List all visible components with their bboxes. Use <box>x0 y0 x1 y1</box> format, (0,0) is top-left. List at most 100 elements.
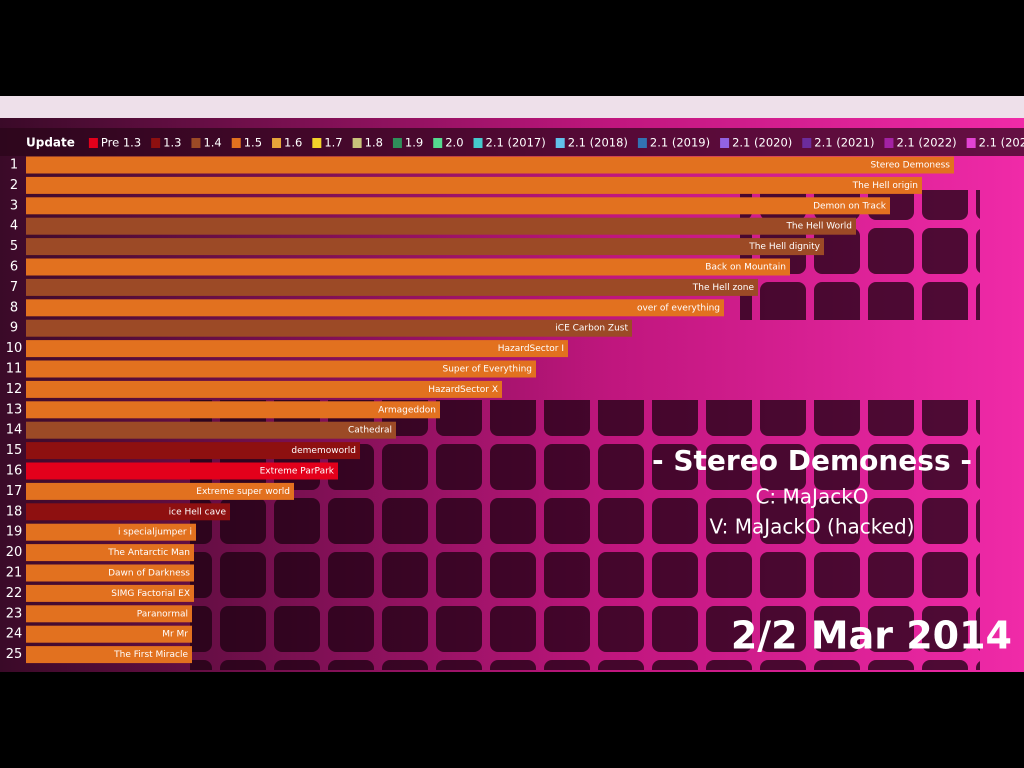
rank-label: 18 <box>6 504 23 519</box>
verifier: V: MaJackO (hacked) <box>710 515 915 539</box>
bar-label: The Antarctic Man <box>107 548 190 558</box>
bar-label: The Hell origin <box>852 181 918 191</box>
bar <box>26 544 194 562</box>
bar <box>26 605 192 623</box>
bar-label: SIMG Factorial EX <box>111 589 190 599</box>
bars: 1 Stereo Demoness 2 The Hell origin 3 Demon o… <box>6 156 954 664</box>
rank-label: 21 <box>6 566 23 581</box>
legend-swatch <box>555 138 565 148</box>
rank-label: 6 <box>10 260 18 275</box>
bar-label: The First Miracle <box>113 650 188 660</box>
bar-label: Demon on Track <box>813 201 887 211</box>
legend-label: 1.8 <box>365 136 383 150</box>
legend-band <box>0 128 1024 156</box>
bar <box>26 258 790 276</box>
bar-label: Back on Mountain <box>705 263 786 273</box>
bar <box>26 319 632 337</box>
legend-label: 2.1 (2020) <box>732 136 792 150</box>
rank-label: 25 <box>6 647 23 662</box>
rank-label: 4 <box>10 219 18 234</box>
bar-label: HazardSector I <box>498 344 564 354</box>
bar-label: Dawn of Darkness <box>108 569 190 579</box>
bar-label: The Hell zone <box>692 283 755 293</box>
rank-label: 19 <box>6 525 23 540</box>
legend-title: Update <box>26 136 75 150</box>
legend-swatch <box>637 138 647 148</box>
legend-label: 2.1 (2023) <box>979 136 1024 150</box>
legend-swatch <box>272 138 282 148</box>
bar-label: Extreme super world <box>196 487 290 497</box>
bar <box>26 299 724 317</box>
creator: C: MaJackO <box>755 485 868 509</box>
legend-label: 2.0 <box>445 136 463 150</box>
bar-label: iCE Carbon Zust <box>555 324 628 334</box>
bar <box>26 503 230 521</box>
rank-label: 1 <box>10 158 18 173</box>
legend-swatch <box>151 138 161 148</box>
bar <box>26 401 440 419</box>
rank-label: 7 <box>10 280 18 295</box>
bar-label: Super of Everything <box>443 365 533 375</box>
legend-label: 1.3 <box>163 136 181 150</box>
legend-swatch <box>392 138 402 148</box>
legend-label: 2.1 (2022) <box>896 136 956 150</box>
rank-label: 8 <box>10 300 18 315</box>
bar <box>26 421 396 439</box>
bar-label: The Hell dignity <box>748 242 820 252</box>
rank-label: 15 <box>6 443 23 458</box>
legend: Update Pre 1.3 1.3 1.4 1.5 1.6 1.7 1.8 1.9 2.0 2.1… <box>26 136 1024 150</box>
bar-label: Stereo Demoness <box>870 161 950 171</box>
rank-label: 23 <box>6 606 23 621</box>
legend-swatch <box>231 138 241 148</box>
bar <box>26 462 338 480</box>
legend-swatch <box>191 138 201 148</box>
bar <box>26 625 192 643</box>
legend-swatch <box>473 138 483 148</box>
rank-label: 20 <box>6 545 23 560</box>
legend-label: 1.4 <box>203 136 221 150</box>
legend-swatch <box>884 138 894 148</box>
date: 2/2 Mar 2014 <box>731 614 1012 658</box>
bar-label: The Hell World <box>785 222 852 232</box>
rank-label: 16 <box>6 464 23 479</box>
bar <box>26 523 196 541</box>
bar <box>26 564 194 582</box>
rank-label: 9 <box>10 321 18 336</box>
bar-label: Mr Mr <box>162 630 188 640</box>
bar <box>26 278 758 296</box>
bar-label: ice Hell cave <box>169 507 227 517</box>
rank-label: 5 <box>10 239 18 254</box>
legend-swatch <box>352 138 362 148</box>
legend-label: 2.1 (2017) <box>486 136 546 150</box>
rank-label: 13 <box>6 402 23 417</box>
rank-label: 12 <box>6 382 23 397</box>
rank-label: 10 <box>6 341 23 356</box>
bar <box>26 380 502 398</box>
bar <box>26 584 194 602</box>
legend-label: 1.6 <box>284 136 302 150</box>
bar <box>26 217 856 235</box>
bar-label: Paranormal <box>137 609 188 619</box>
legend-label: 2.1 (2021) <box>814 136 874 150</box>
legend-swatch <box>802 138 812 148</box>
legend-swatch <box>720 138 730 148</box>
rank-label: 22 <box>6 586 23 601</box>
legend-label: 1.9 <box>405 136 423 150</box>
legend-label: 1.5 <box>244 136 262 150</box>
bar <box>26 340 568 358</box>
bar <box>26 646 192 664</box>
legend-label: 1.7 <box>324 136 342 150</box>
bar <box>26 176 922 194</box>
bar-label: i specialjumper i <box>118 528 192 538</box>
bar-label: Armageddon <box>378 405 436 415</box>
bar-label: Cathedral <box>348 426 392 436</box>
rank-label: 11 <box>6 362 23 377</box>
bar <box>26 360 536 378</box>
legend-swatch <box>88 138 98 148</box>
legend-swatch <box>966 138 976 148</box>
top-strip <box>0 96 1024 118</box>
bar-label: dememoworld <box>291 446 356 456</box>
bar <box>26 442 360 460</box>
